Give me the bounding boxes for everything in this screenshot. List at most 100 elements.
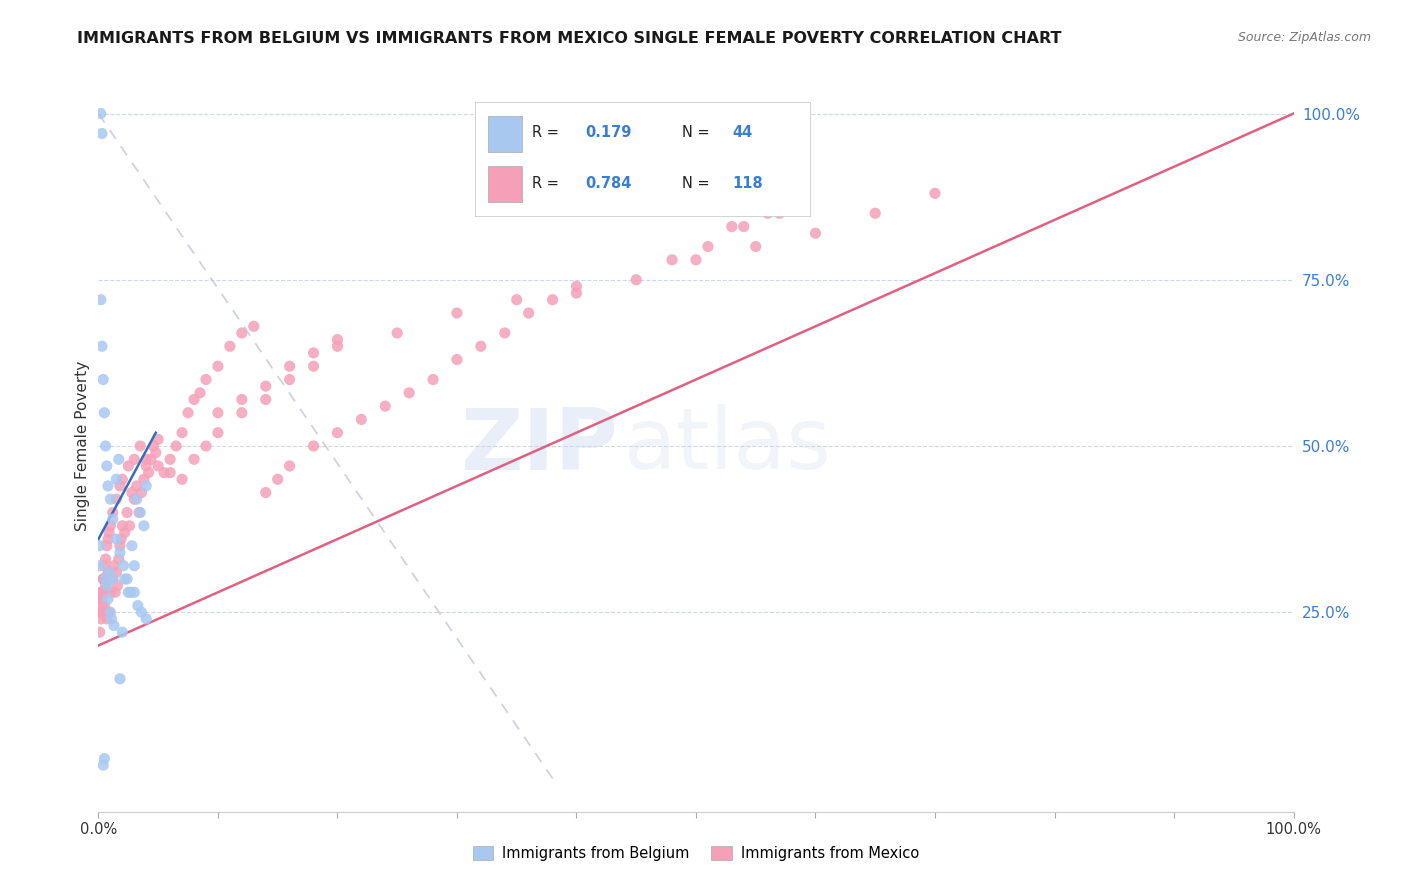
Point xyxy=(302,359,325,374)
Point xyxy=(195,372,218,386)
Point xyxy=(93,558,115,573)
Point xyxy=(135,452,157,467)
Point xyxy=(111,625,134,640)
Point xyxy=(172,472,194,486)
Point xyxy=(117,585,139,599)
Point xyxy=(105,532,128,546)
Point xyxy=(114,525,136,540)
Point xyxy=(107,552,129,566)
Point xyxy=(101,572,124,586)
Point xyxy=(231,392,253,407)
Point xyxy=(243,319,266,334)
Point xyxy=(131,605,153,619)
Point xyxy=(112,558,135,573)
Point xyxy=(148,433,170,447)
Point xyxy=(97,591,120,606)
Point xyxy=(91,127,114,141)
Point xyxy=(103,618,125,632)
Point xyxy=(93,572,115,586)
Point xyxy=(89,558,111,573)
Point xyxy=(302,346,325,360)
Point xyxy=(565,286,588,301)
Point xyxy=(108,479,131,493)
Point xyxy=(91,572,114,586)
Point xyxy=(350,412,373,426)
Point xyxy=(768,206,790,220)
Point xyxy=(94,439,117,453)
Point xyxy=(104,585,127,599)
Point xyxy=(98,518,122,533)
Point xyxy=(172,425,194,440)
Point xyxy=(326,425,349,440)
Text: atlas: atlas xyxy=(624,404,832,488)
Point xyxy=(129,506,152,520)
Point xyxy=(96,579,118,593)
Point xyxy=(207,425,229,440)
Text: IMMIGRANTS FROM BELGIUM VS IMMIGRANTS FROM MEXICO SINGLE FEMALE POVERTY CORRELAT: IMMIGRANTS FROM BELGIUM VS IMMIGRANTS FR… xyxy=(77,31,1062,46)
Point xyxy=(93,751,115,765)
Point xyxy=(302,439,325,453)
Point xyxy=(661,252,683,267)
Point xyxy=(135,479,157,493)
Point xyxy=(94,552,117,566)
Point xyxy=(115,572,138,586)
Point xyxy=(506,293,529,307)
Point xyxy=(97,479,120,493)
Point xyxy=(105,472,128,486)
Point xyxy=(142,439,165,453)
Point xyxy=(207,406,229,420)
Point xyxy=(114,572,136,586)
Point xyxy=(148,458,170,473)
Point xyxy=(107,579,129,593)
Y-axis label: Single Female Poverty: Single Female Poverty xyxy=(75,361,90,531)
Point xyxy=(125,492,148,507)
Point xyxy=(254,485,277,500)
Point xyxy=(97,532,120,546)
Point xyxy=(91,599,114,613)
Point xyxy=(107,452,129,467)
Point xyxy=(745,239,768,253)
Point xyxy=(91,591,114,606)
Point xyxy=(231,326,253,340)
Point xyxy=(91,372,114,386)
Point xyxy=(98,585,122,599)
Point xyxy=(91,339,114,353)
Point xyxy=(100,612,122,626)
Point xyxy=(89,605,111,619)
Point xyxy=(101,512,124,526)
Point xyxy=(105,566,128,580)
Point xyxy=(195,439,218,453)
Point xyxy=(98,566,121,580)
Point xyxy=(626,273,648,287)
Point xyxy=(132,518,155,533)
Point xyxy=(98,605,122,619)
Point xyxy=(124,558,146,573)
Point xyxy=(91,572,114,586)
Point xyxy=(219,339,242,353)
Point xyxy=(108,545,131,559)
Point xyxy=(89,625,111,640)
Point xyxy=(111,518,134,533)
Point xyxy=(924,186,946,201)
Point xyxy=(89,605,111,619)
Point xyxy=(446,306,468,320)
Point xyxy=(385,326,409,340)
Point xyxy=(165,439,187,453)
Point xyxy=(541,293,564,307)
Point xyxy=(139,452,162,467)
Point xyxy=(326,339,349,353)
Point xyxy=(374,399,396,413)
Point xyxy=(115,506,138,520)
Point xyxy=(129,439,152,453)
Point xyxy=(98,492,122,507)
Point xyxy=(278,359,301,374)
Point xyxy=(93,599,115,613)
Text: Source: ZipAtlas.com: Source: ZipAtlas.com xyxy=(1237,31,1371,45)
Point xyxy=(804,226,827,240)
Point xyxy=(278,372,301,386)
Point xyxy=(98,525,121,540)
Point xyxy=(138,466,160,480)
Point xyxy=(96,612,118,626)
Point xyxy=(756,206,779,220)
Point xyxy=(110,532,132,546)
